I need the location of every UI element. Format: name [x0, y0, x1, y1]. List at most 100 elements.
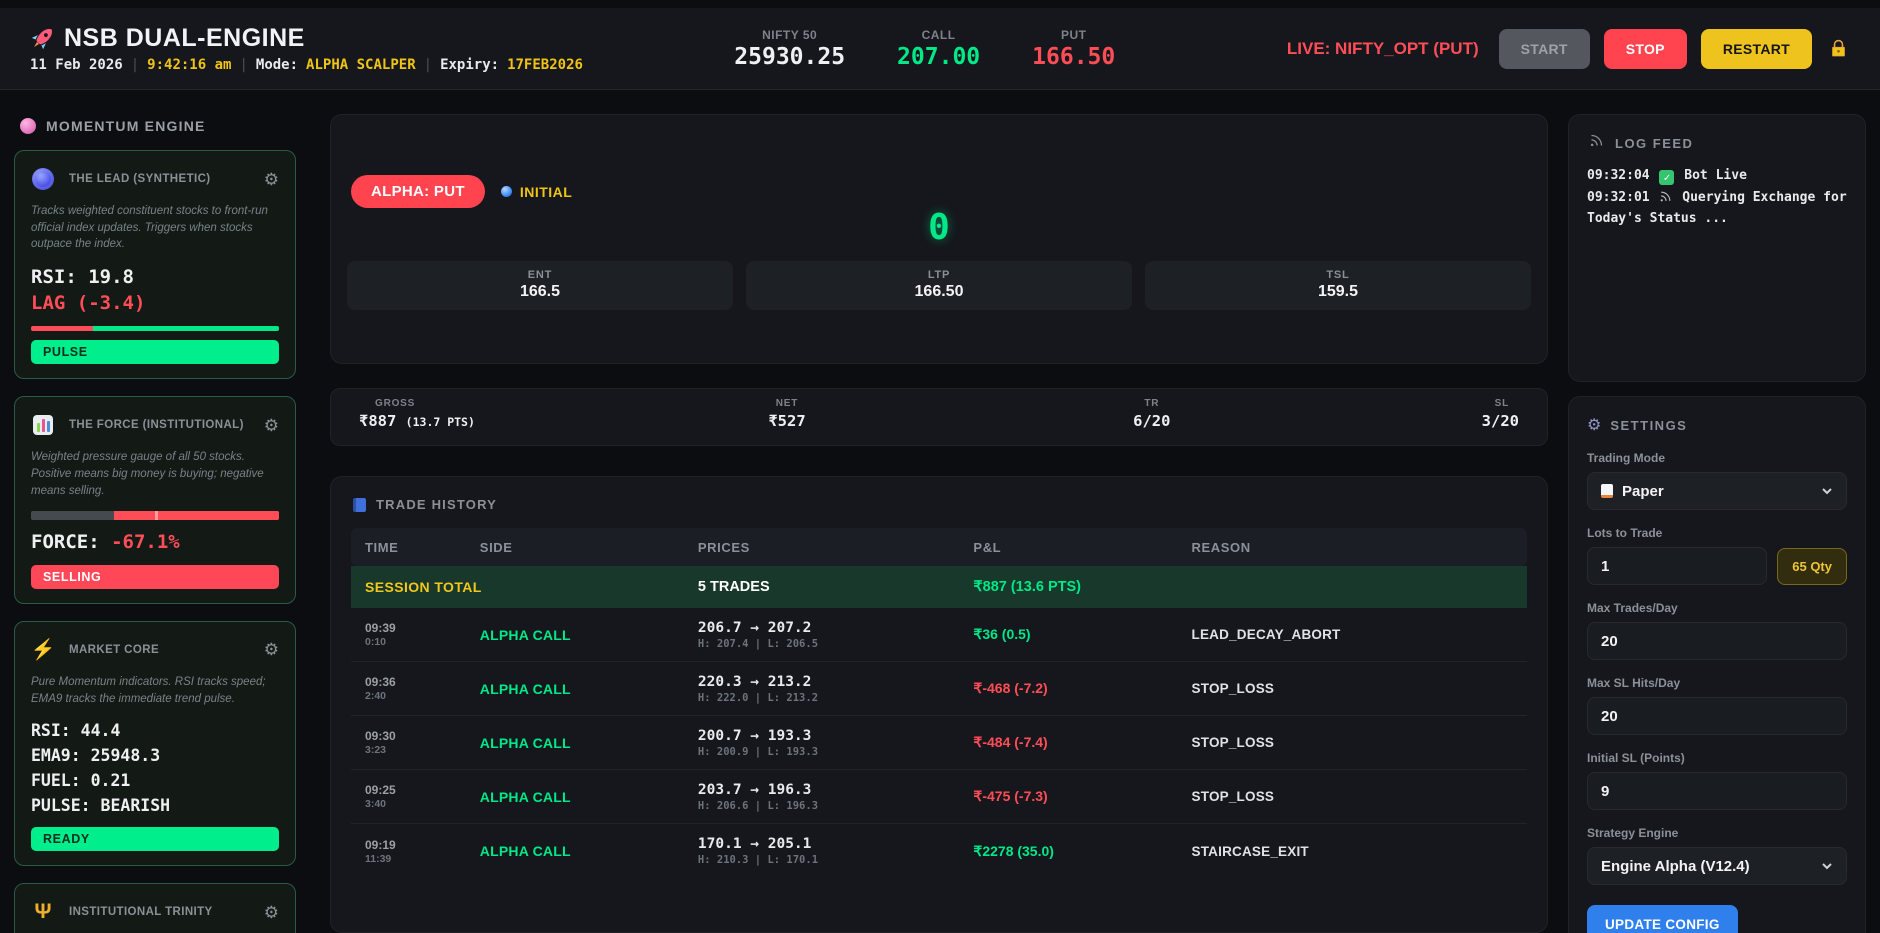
- initial-status-icon: [500, 186, 512, 197]
- lots-label: Lots to Trade: [1587, 526, 1663, 540]
- spiral-icon: [31, 167, 55, 191]
- mode-value: ALPHA SCALPER: [306, 57, 416, 73]
- table-header-row: TIME SIDE PRICES P&L REASON: [351, 528, 1527, 566]
- force-value: -67.1%: [111, 531, 180, 554]
- core-ema9: EMA9: 25948.3: [31, 746, 161, 766]
- momentum-engine-sidebar: MOMENTUM ENGINE THE LEAD (SYNTHETIC) ⚙ T…: [14, 114, 296, 933]
- card-description: Pure Momentum indicators. RSI tracks spe…: [31, 675, 266, 705]
- sl-stat: SL 3/20: [1481, 398, 1519, 430]
- gear-icon[interactable]: ⚙: [263, 169, 279, 189]
- gear-icon: ⚙: [1587, 417, 1602, 434]
- expiry-label: Expiry:: [440, 57, 500, 73]
- card-institutional-trinity: Ψ INSTITUTIONAL TRINITY ⚙ Market structu…: [14, 883, 296, 933]
- satellite-icon: [1589, 133, 1604, 153]
- gear-icon[interactable]: ⚙: [263, 415, 279, 435]
- nifty-value: 25930.25: [734, 43, 846, 70]
- settings-title: SETTINGS: [1610, 417, 1688, 433]
- book-icon: [353, 497, 366, 512]
- card-the-lead: THE LEAD (SYNTHETIC) ⚙ Tracks weighted c…: [14, 150, 296, 380]
- col-reason: REASON: [1191, 539, 1251, 555]
- lead-progress-bar: [31, 326, 279, 332]
- gross-value: ₹887: [359, 412, 397, 430]
- lock-icon: [1826, 37, 1850, 61]
- table-row: 09:36 2:40 ALPHA CALL 220.3 → 213.2 H: 222…: [351, 662, 1527, 716]
- trading-mode-select[interactable]: Paper: [1587, 472, 1847, 510]
- app-title: NSB DUAL-ENGINE: [64, 24, 305, 52]
- sl-value: 3/20: [1481, 412, 1519, 430]
- settings-panel: ⚙ SETTINGS Trading Mode Paper Lots to Tr…: [1568, 396, 1866, 933]
- table-row: 09:30 3:23 ALPHA CALL 200.7 → 193.3 H: 200…: [351, 716, 1527, 770]
- log-feed-panel[interactable]: LOG FEED 09:32:04 ✓ Bot Live 09:32:01 Qu…: [1568, 114, 1866, 382]
- alpha-put-badge: ALPHA: PUT: [351, 175, 485, 208]
- session-subtitle: 11 Feb 2026 | 9:42:16 am | Mode: ALPHA S…: [30, 57, 583, 73]
- lightning-icon: ⚡: [30, 639, 56, 662]
- gross-stat: GROSS ₹887 (13.7 PTS): [359, 398, 475, 430]
- card-description: Tracks weighted constituent stocks to fr…: [31, 205, 268, 251]
- table-row: 09:39 0:10 ALPHA CALL 206.7 → 207.2 H: 207…: [351, 608, 1527, 662]
- trade-history-title: TRADE HISTORY: [376, 497, 498, 512]
- tr-value: 6/20: [1133, 412, 1171, 430]
- strategy-engine-select[interactable]: Engine Alpha (V12.4): [1587, 847, 1847, 885]
- card-market-core: ⚡ MARKET CORE ⚙ Pure Momentum indicators…: [14, 620, 296, 867]
- session-total-row: SESSION TOTAL 5 TRADES ₹887 (13.6 PTS): [351, 566, 1527, 608]
- position-quantity: 0: [928, 207, 950, 248]
- entry-price-value: 166.5: [519, 283, 561, 300]
- initial-sl-label: Initial SL (Points): [1587, 751, 1685, 765]
- pulse-status-badge: PULSE: [31, 340, 279, 365]
- table-row: 09:25 3:40 ALPHA CALL 203.7 → 196.3 H: 206…: [351, 770, 1527, 824]
- max-trades-input[interactable]: [1587, 622, 1847, 660]
- net-stat: NET ₹527: [768, 398, 806, 430]
- expiry-value: 17FEB2026: [507, 57, 583, 73]
- ticker-put: PUT 166.50: [1032, 27, 1116, 70]
- chevron-down-icon: [1822, 863, 1832, 870]
- initial-status: INITIAL: [500, 184, 573, 200]
- entry-price-box: ENT 166.5: [347, 261, 733, 310]
- position-panel: ALPHA: PUT INITIAL 0 ENT 166.5 LTP 166.5…: [330, 114, 1548, 364]
- col-pnl: P&L: [973, 539, 1002, 555]
- start-button[interactable]: START: [1498, 28, 1590, 69]
- restart-button[interactable]: RESTART: [1700, 28, 1812, 69]
- core-rsi: RSI: 44.4: [31, 721, 121, 741]
- gear-icon[interactable]: ⚙: [263, 640, 279, 660]
- lead-lag-value: LAG (-3.4): [31, 291, 146, 314]
- brand-block: NSB DUAL-ENGINE 11 Feb 2026 | 9:42:16 am…: [30, 24, 583, 73]
- chevron-down-icon: [1822, 488, 1832, 495]
- core-pulse: PULSE: BEARISH: [31, 795, 171, 815]
- check-icon: ✓: [1659, 170, 1675, 186]
- ready-status-badge: READY: [31, 827, 279, 852]
- update-config-button[interactable]: UPDATE CONFIG: [1587, 905, 1738, 933]
- session-stats-bar: GROSS ₹887 (13.7 PTS) NET ₹527 TR 6/20 S…: [330, 388, 1548, 446]
- core-fuel: FUEL: 0.21: [31, 770, 131, 790]
- max-trades-label: Max Trades/Day: [1587, 601, 1678, 615]
- call-value: 207.00: [897, 43, 981, 70]
- ltp-value: 166.50: [914, 283, 964, 300]
- max-sl-input[interactable]: [1587, 697, 1847, 735]
- card-description: Weighted pressure gauge of all 50 stocks…: [31, 451, 264, 497]
- top-header: NSB DUAL-ENGINE 11 Feb 2026 | 9:42:16 am…: [0, 8, 1880, 90]
- tr-stat: TR 6/20: [1133, 398, 1171, 430]
- card-the-force: THE FORCE (INSTITUTIONAL) ⚙ Weighted pre…: [14, 396, 296, 604]
- trident-icon: Ψ: [34, 900, 52, 924]
- tsl-box: TSL 159.5: [1145, 261, 1531, 310]
- bar-chart-icon: [31, 413, 55, 437]
- momentum-engine-title: MOMENTUM ENGINE: [46, 118, 206, 134]
- initial-sl-input[interactable]: [1587, 772, 1847, 810]
- col-side: SIDE: [479, 539, 513, 555]
- log-entry: 09:32:01 Querying Exchange for Today's S…: [1587, 189, 1847, 226]
- table-row: 09:19 11:39 ALPHA CALL 170.1 → 205.1 H: 21…: [365, 836, 1309, 866]
- ticker-nifty50: NIFTY 50 25930.25: [734, 27, 846, 70]
- max-sl-label: Max SL Hits/Day: [1587, 676, 1681, 690]
- lots-input[interactable]: [1587, 547, 1768, 585]
- live-status: LIVE: NIFTY_OPT (PUT): [1286, 38, 1479, 58]
- trading-mode-label: Trading Mode: [1587, 451, 1665, 465]
- log-entry: 09:32:04 ✓ Bot Live: [1587, 168, 1747, 186]
- ltp-box: LTP 166.50: [746, 261, 1132, 310]
- net-value: ₹527: [768, 412, 806, 430]
- session-time: 9:42:16 am: [147, 57, 232, 73]
- session-trades-count: 5 TRADES: [697, 579, 770, 595]
- gear-icon[interactable]: ⚙: [263, 902, 279, 922]
- selling-status-badge: SELLING: [31, 564, 279, 589]
- force-gauge: [31, 511, 279, 521]
- put-value: 166.50: [1032, 43, 1116, 70]
- stop-button[interactable]: STOP: [1603, 28, 1687, 69]
